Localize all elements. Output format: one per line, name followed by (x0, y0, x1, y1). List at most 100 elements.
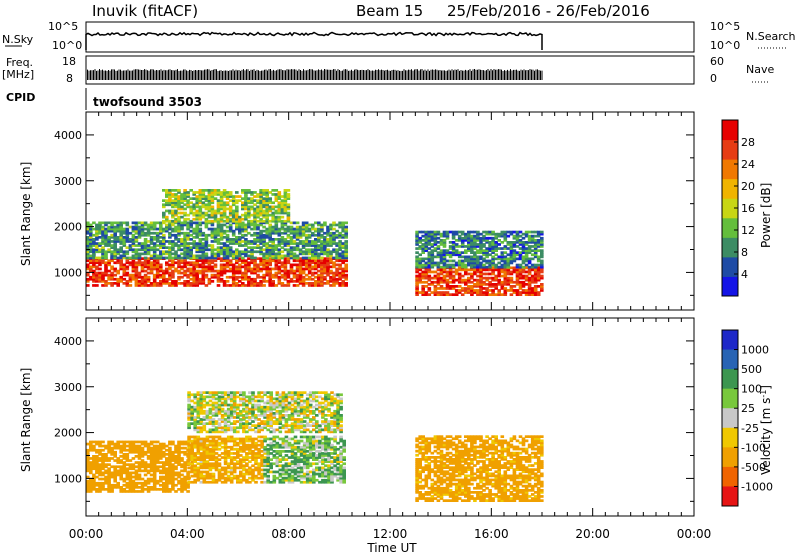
heatmap-cell (95, 457, 99, 460)
heatmap-cell (236, 466, 240, 470)
heatmap-cell (219, 207, 224, 211)
heatmap-cell (216, 207, 221, 211)
heatmap-cell (439, 255, 444, 259)
heatmap-cell (445, 253, 450, 257)
heatmap-cell (149, 261, 154, 265)
heatmap-cell (286, 284, 291, 287)
heatmap-cell (168, 455, 172, 458)
heatmap-cell (162, 211, 166, 215)
heatmap-cell (226, 456, 231, 459)
heatmap-cell (217, 435, 222, 439)
heatmap-cell (140, 461, 145, 464)
heatmap-cell (247, 197, 251, 200)
heatmap-cell (268, 282, 272, 285)
heatmap-cell (89, 248, 93, 252)
heatmap-cell (235, 248, 239, 252)
heatmap-cell (235, 225, 239, 229)
heatmap-cell (89, 223, 93, 227)
heatmap-cell (86, 448, 90, 452)
heatmap-cell (202, 460, 207, 463)
heatmap-cell (86, 481, 90, 485)
heatmap-cell (223, 443, 228, 447)
heatmap-cell (116, 261, 120, 265)
heatmap-cell (143, 473, 148, 477)
heatmap-cell (137, 252, 142, 256)
heatmap-cell (134, 261, 139, 265)
heatmap-cell (439, 251, 444, 254)
heatmap-cell (341, 236, 345, 239)
heatmap-cell (162, 465, 166, 469)
heatmap-cell (248, 443, 252, 447)
heatmap-cell (253, 203, 257, 207)
heatmap-cell (320, 259, 324, 263)
heatmap-cell (311, 250, 315, 254)
heatmap-cell (92, 446, 96, 450)
heatmap-cell (445, 293, 450, 296)
heatmap-cell (430, 270, 435, 274)
heatmap-cell (494, 257, 498, 261)
heatmap-cell (530, 230, 535, 234)
heatmap-cell (292, 242, 297, 245)
heatmap-cell (236, 456, 240, 459)
heatmap-cell (174, 229, 178, 233)
heatmap-cell (527, 276, 532, 280)
heatmap-cell (497, 289, 501, 292)
heatmap-cell (86, 479, 90, 483)
heatmap-cell (98, 263, 102, 267)
heatmap-cell (86, 486, 90, 489)
heatmap-cell (494, 253, 498, 257)
heatmap-cell (92, 221, 96, 225)
heatmap-cell (165, 246, 169, 249)
heatmap-cell (193, 460, 197, 463)
heatmap-cell (238, 263, 242, 267)
heatmap-cell (168, 459, 172, 462)
heatmap-cell (265, 248, 269, 252)
heatmap-cell (98, 271, 102, 275)
heatmap-cell (491, 266, 495, 270)
heatmap-cell (314, 267, 318, 271)
heatmap-cell (530, 257, 535, 261)
heatmap-cell (171, 233, 175, 237)
heatmap-cell (476, 263, 480, 267)
heatmap-cell (341, 261, 345, 265)
heatmap-cell (457, 253, 462, 257)
heatmap-cell (225, 259, 230, 263)
heatmap-cell (113, 244, 117, 247)
heatmap-cell (521, 241, 526, 244)
heatmap-cell (485, 283, 489, 286)
heatmap-cell (134, 483, 139, 487)
heatmap-cell (247, 257, 251, 260)
heatmap-cell (518, 287, 523, 290)
heatmap-cell (98, 444, 102, 448)
heatmap-cell (238, 225, 242, 229)
heatmap-cell (229, 460, 234, 463)
heatmap-cell (137, 448, 142, 452)
heatmap-cell (225, 250, 230, 254)
heatmap-cell (263, 468, 267, 472)
heatmap-cell (177, 244, 181, 247)
heatmap-cell (424, 241, 429, 244)
heatmap-cell (110, 457, 114, 460)
heatmap-cell (521, 289, 526, 292)
heatmap-cell (245, 456, 249, 459)
heatmap-cell (152, 459, 157, 462)
heatmap-cell (269, 470, 273, 474)
heatmap-cell (283, 259, 288, 263)
heatmap-cell (110, 442, 114, 446)
heatmap-cell (295, 280, 300, 283)
heatmap-cell (317, 265, 321, 269)
heatmap-cell (311, 277, 315, 281)
heatmap-cell (101, 477, 105, 481)
heatmap-cell (171, 201, 175, 205)
heatmap-cell (421, 239, 425, 242)
heatmap-cell (186, 225, 190, 229)
heatmap-cell (110, 465, 114, 469)
heatmap-cell (162, 282, 166, 285)
heatmap-cell (122, 265, 127, 269)
heatmap-cell (307, 256, 312, 260)
heatmap-cell (171, 457, 175, 460)
heatmap-cell (220, 472, 225, 476)
heatmap-cell (199, 474, 204, 478)
heatmap-cell (183, 483, 187, 487)
